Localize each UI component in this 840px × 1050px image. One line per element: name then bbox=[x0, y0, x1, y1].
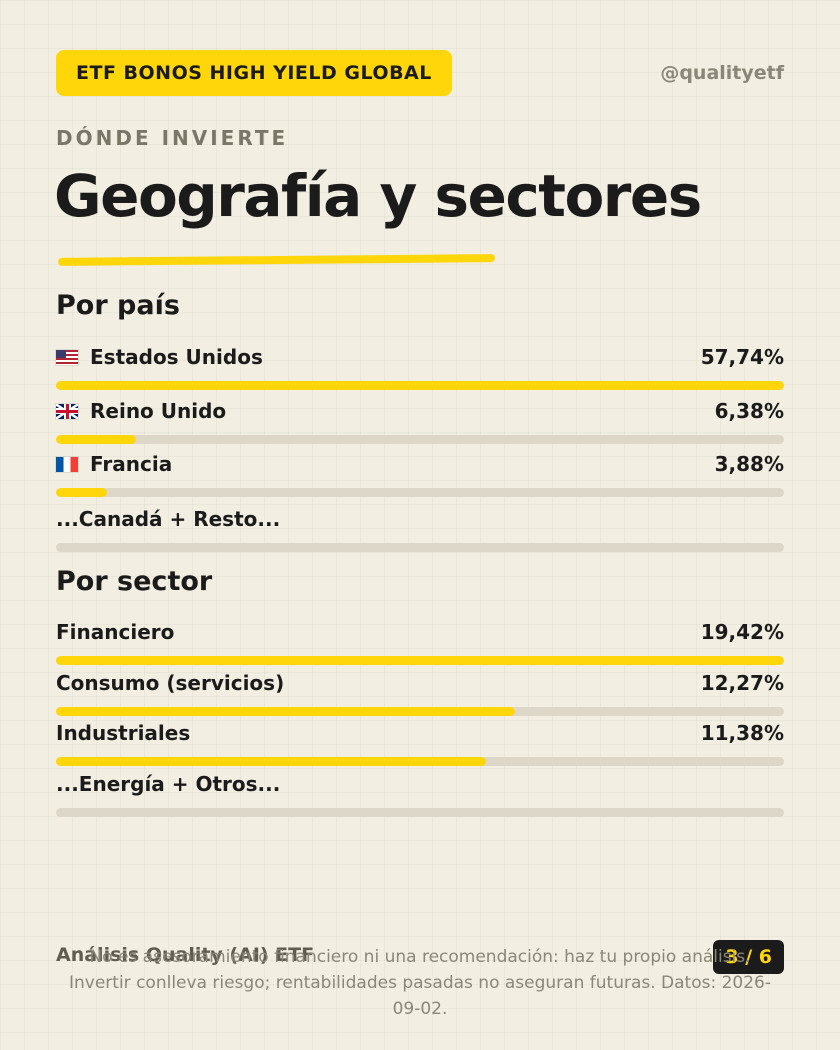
progress-track bbox=[56, 707, 784, 716]
sector-row-rest: ...Energía + Otros... bbox=[56, 770, 784, 817]
progress-track bbox=[56, 381, 784, 390]
france-flag-icon bbox=[56, 456, 78, 472]
uk-flag-icon bbox=[56, 403, 78, 419]
sector-row-consumo: Consumo (servicios) 12,27% bbox=[56, 669, 784, 716]
title-underline bbox=[57, 254, 496, 266]
eyebrow-label: DÓNDE INVIERTE bbox=[56, 126, 289, 150]
sector-section-title: Por sector bbox=[56, 566, 213, 597]
progress-track bbox=[56, 656, 784, 665]
account-handle: @qualityetf bbox=[660, 62, 784, 84]
header-badge: ETF BONOS HIGH YIELD GLOBAL bbox=[56, 50, 452, 96]
page-title: Geografía y sectores bbox=[54, 162, 702, 230]
sector-value: 12,27% bbox=[700, 671, 784, 695]
sector-label: Consumo (servicios) bbox=[56, 671, 285, 695]
country-section-title: Por país bbox=[56, 290, 180, 321]
footer-brand: Análisis Quality (AI) ETF bbox=[56, 944, 315, 966]
us-flag-icon bbox=[56, 349, 78, 365]
progress-fill bbox=[56, 381, 784, 390]
progress-track bbox=[56, 435, 784, 444]
sector-value: 11,38% bbox=[700, 721, 784, 745]
page-indicator-label: 3 / 6 bbox=[725, 946, 772, 968]
sector-label: Financiero bbox=[56, 620, 175, 644]
country-value: 6,38% bbox=[714, 399, 784, 423]
progress-track bbox=[56, 488, 784, 497]
page-indicator: 3 / 6 bbox=[713, 940, 784, 974]
country-row-uk: Reino Unido 6,38% bbox=[56, 397, 784, 444]
progress-fill bbox=[56, 435, 137, 444]
progress-fill bbox=[56, 757, 486, 766]
disclaimer-text: No es asesoramiento financiero ni una re… bbox=[69, 947, 771, 1019]
progress-fill bbox=[56, 707, 515, 716]
progress-track bbox=[56, 808, 784, 817]
sector-row-industriales: Industriales 11,38% bbox=[56, 719, 784, 766]
country-label: Reino Unido bbox=[90, 399, 227, 423]
header-badge-label: ETF BONOS HIGH YIELD GLOBAL bbox=[76, 62, 432, 84]
progress-track bbox=[56, 757, 784, 766]
progress-fill bbox=[56, 656, 784, 665]
country-rest-label: ...Canadá + Resto... bbox=[56, 507, 281, 531]
progress-track bbox=[56, 543, 784, 552]
sector-label: Industriales bbox=[56, 721, 191, 745]
country-label: Estados Unidos bbox=[90, 345, 263, 369]
country-label: Francia bbox=[90, 452, 173, 476]
country-row-france: Francia 3,88% bbox=[56, 450, 784, 497]
sector-row-financiero: Financiero 19,42% bbox=[56, 618, 784, 665]
country-value: 57,74% bbox=[700, 345, 784, 369]
progress-fill bbox=[56, 488, 107, 497]
country-row-usa: Estados Unidos 57,74% bbox=[56, 343, 784, 390]
sector-rest-label: ...Energía + Otros... bbox=[56, 772, 281, 796]
country-value: 3,88% bbox=[714, 452, 784, 476]
sector-value: 19,42% bbox=[700, 620, 784, 644]
country-row-rest: ...Canadá + Resto... bbox=[56, 505, 784, 552]
